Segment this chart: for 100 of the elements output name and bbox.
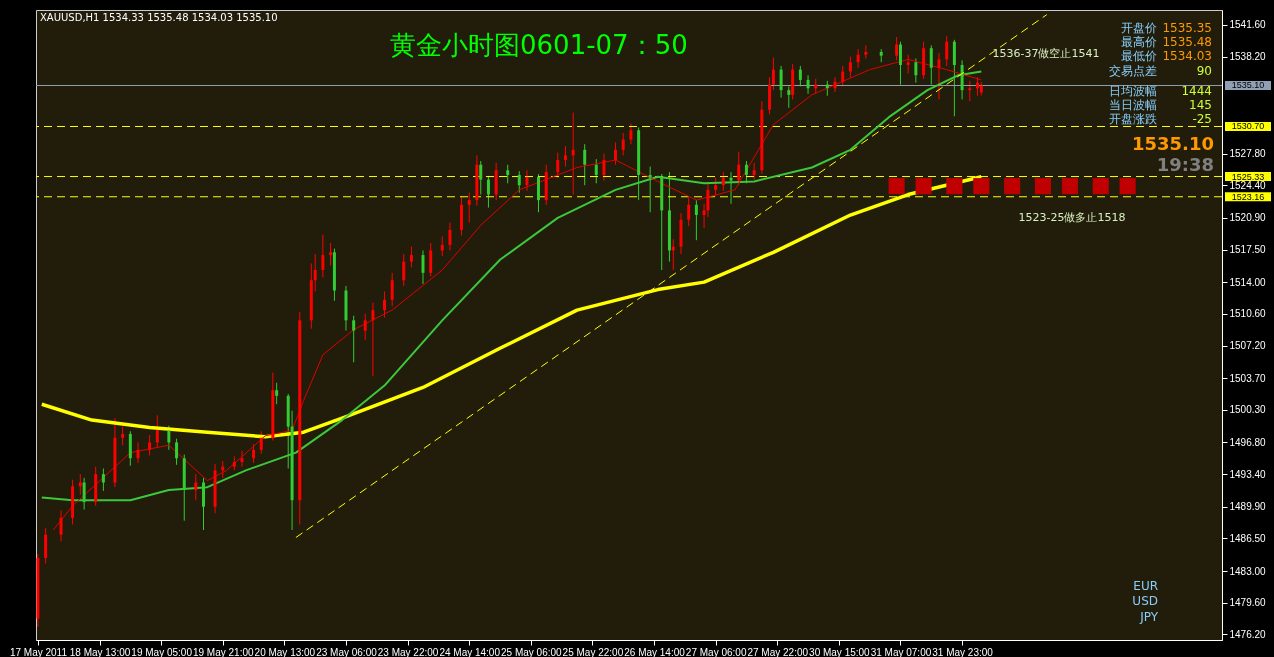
- candlestick: [136, 441, 140, 464]
- y-tick-label: 1510.60: [1229, 308, 1267, 320]
- annotation: 145: [1189, 98, 1212, 112]
- ref-line-label: 1525.33: [1231, 171, 1265, 182]
- y-tick-label: 1527.80: [1229, 148, 1267, 160]
- candlestick: [486, 175, 490, 209]
- y-tick-label: 1486.50: [1229, 532, 1267, 544]
- annotation: 1523-25做多止1518: [1018, 211, 1126, 224]
- candlestick: [806, 74, 810, 95]
- candlestick: [583, 143, 587, 186]
- x-tick-label: 20 May 13:00: [254, 646, 316, 657]
- candlestick: [44, 527, 48, 565]
- annotation: 最高价: [1121, 35, 1157, 49]
- y-tick-label: 1496.80: [1229, 436, 1267, 448]
- y-tick-label: 1483.00: [1229, 565, 1267, 577]
- y-tick-label: 1476.20: [1229, 628, 1267, 640]
- annotation: 19:38: [1156, 154, 1214, 175]
- candlestick: [429, 242, 433, 278]
- candlestick: [371, 302, 375, 377]
- x-tick-label: 25 May 22:00: [562, 646, 624, 657]
- candlestick: [779, 65, 783, 99]
- annotation: 1534.03: [1162, 49, 1212, 63]
- candlestick: [321, 234, 325, 278]
- annotation: JPY: [1139, 610, 1159, 624]
- x-tick-label: 31 May 23:00: [932, 646, 994, 657]
- candlestick: [448, 221, 452, 251]
- candlestick: [402, 253, 406, 287]
- candlestick: [629, 123, 633, 145]
- candlestick: [363, 313, 367, 341]
- candlestick: [479, 160, 483, 196]
- candlestick: [390, 272, 394, 307]
- annotation: 1535.35: [1162, 21, 1212, 35]
- candlestick: [798, 65, 802, 87]
- candlestick: [563, 145, 567, 168]
- y-tick-label: 1493.40: [1229, 468, 1267, 480]
- candlestick: [833, 76, 837, 93]
- candlestick: [945, 35, 949, 67]
- candlestick: [313, 253, 317, 292]
- annotation: 1444: [1181, 84, 1212, 98]
- candlestick: [614, 141, 618, 166]
- x-tick-label: 31 May 07:00: [870, 646, 932, 657]
- annotation: 最低价: [1121, 49, 1157, 63]
- candlestick: [898, 41, 902, 86]
- x-tick-label: 27 May 06:00: [685, 646, 747, 657]
- candlestick: [101, 468, 105, 492]
- candlestick: [729, 171, 733, 205]
- annotation: 1535.10: [1132, 133, 1214, 154]
- annotation: 90: [1196, 64, 1212, 78]
- x-tick-label: 19 May 05:00: [131, 646, 193, 657]
- candlestick: [914, 57, 918, 84]
- candlestick: [329, 242, 333, 266]
- candlestick: [556, 152, 560, 179]
- candlestick: [525, 169, 529, 192]
- candlestick: [352, 315, 356, 363]
- candlestick: [167, 425, 171, 451]
- annotation: 开盘涨跌: [1109, 112, 1157, 126]
- y-tick-label: 1520.90: [1229, 212, 1267, 224]
- candlestick: [841, 65, 845, 87]
- y-tick-label: 1500.30: [1229, 404, 1267, 416]
- annotation: 交易点差: [1109, 64, 1157, 78]
- y-tick-label: 1503.70: [1229, 372, 1267, 384]
- candlestick: [409, 246, 413, 268]
- candlestick: [906, 54, 910, 74]
- annotation: 日均波幅: [1109, 84, 1157, 98]
- candlestick: [594, 158, 598, 184]
- annotation: USD: [1132, 594, 1158, 608]
- candlestick: [421, 249, 425, 285]
- y-tick-label: 1507.20: [1229, 340, 1267, 351]
- x-tick-label: 17 May 2011: [9, 646, 68, 657]
- x-tick-label: 18 May 13:00: [69, 646, 131, 657]
- ref-line-label: 1523.16: [1231, 191, 1265, 202]
- y-tick-label: 1541.60: [1229, 19, 1267, 31]
- x-tick-label: 26 May 14:00: [624, 646, 686, 657]
- candlestick: [506, 164, 510, 184]
- candlestick: [252, 443, 256, 464]
- candlestick: [621, 132, 625, 156]
- candlestick: [382, 290, 386, 319]
- candlestick: [848, 56, 852, 78]
- candlestick: [194, 473, 198, 501]
- candlestick: [517, 170, 521, 194]
- candlestick: [148, 434, 152, 456]
- ref-line-label: 1530.70: [1231, 121, 1265, 132]
- annotation: 当日波幅: [1109, 98, 1157, 112]
- candlestick: [155, 414, 159, 448]
- text: 黄金小时图0601-07：50: [390, 30, 688, 60]
- candlestick: [694, 199, 698, 241]
- candlestick: [602, 153, 606, 182]
- ref-line-label: 1535.10: [1231, 80, 1265, 91]
- y-tick-label: 1538.20: [1229, 51, 1267, 63]
- candlestick: [275, 382, 279, 405]
- candlestick: [240, 450, 244, 468]
- y-tick-label: 1524.40: [1229, 179, 1267, 191]
- candlestick: [259, 430, 263, 455]
- x-tick-label: 30 May 15:00: [809, 646, 871, 657]
- candlestick: [175, 438, 179, 466]
- candlestick: [121, 426, 125, 446]
- candlestick: [687, 197, 691, 227]
- annotation: 1536-37做空止1541: [992, 47, 1100, 60]
- candlestick: [467, 192, 471, 223]
- x-tick-label: 27 May 22:00: [747, 646, 809, 657]
